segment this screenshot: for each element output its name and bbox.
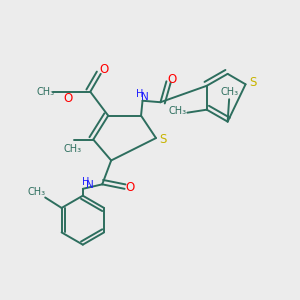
Text: CH₃: CH₃ — [220, 87, 238, 97]
Text: S: S — [160, 133, 167, 146]
Text: S: S — [249, 76, 257, 89]
Text: O: O — [167, 73, 176, 86]
Text: N: N — [86, 180, 94, 190]
Text: O: O — [63, 92, 73, 105]
Text: CH₃: CH₃ — [63, 143, 81, 154]
Text: H: H — [136, 89, 143, 99]
Text: H: H — [82, 177, 89, 187]
Text: CH₃: CH₃ — [36, 87, 55, 97]
Text: CH₃: CH₃ — [169, 106, 187, 116]
Text: N: N — [141, 92, 149, 102]
Text: CH₃: CH₃ — [28, 187, 46, 196]
Text: O: O — [99, 63, 108, 76]
Text: O: O — [125, 181, 135, 194]
